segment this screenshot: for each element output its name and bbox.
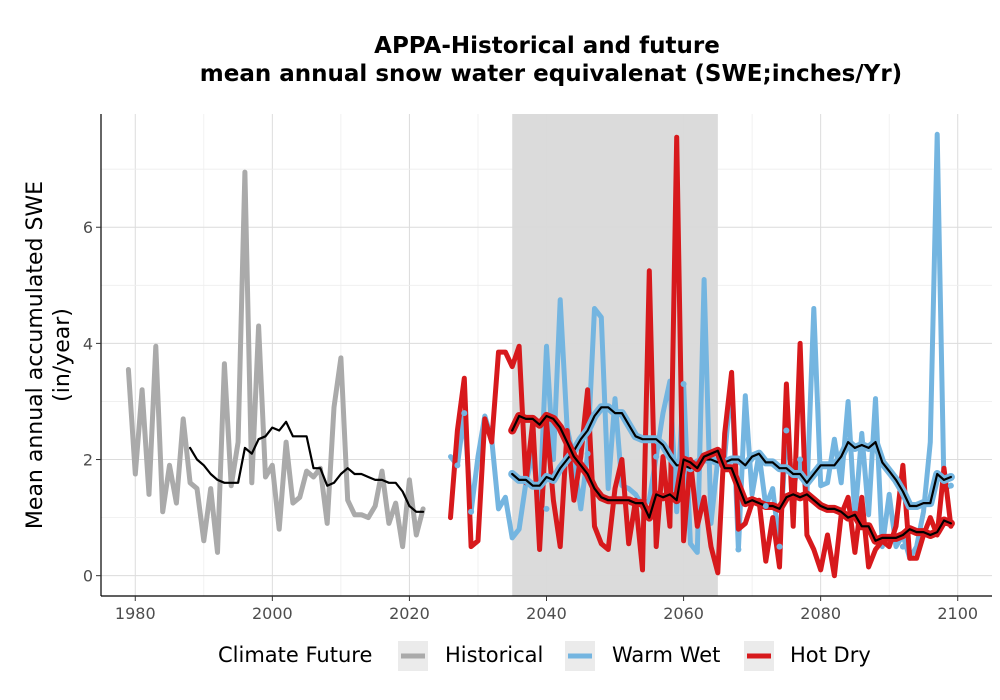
x-axis-ticks: 1980 2000 2020 2040 2060 2080 2100 — [115, 596, 978, 623]
point-warm-wet-5 — [653, 453, 660, 460]
point-warm-wet-10 — [783, 427, 790, 434]
series-line-historical — [125, 169, 426, 555]
x-tick-label-2020: 2020 — [389, 604, 430, 623]
point-warm-wet-2 — [468, 508, 475, 515]
point-warm-wet-12 — [899, 543, 906, 550]
series-line-hot-dry-smooth — [511, 414, 953, 542]
point-warm-wet-3 — [543, 505, 550, 512]
legend: Climate Future Historical Warm Wet Hot D… — [218, 641, 871, 671]
legend-label-historical: Historical — [445, 643, 543, 667]
points-layer — [454, 381, 954, 553]
point-warm-wet-8 — [762, 502, 769, 509]
chart-title-line-1: APPA-Historical and future — [374, 33, 720, 59]
y-tick-label-4: 4 — [83, 334, 93, 353]
legend-label-warm-wet: Warm Wet — [612, 643, 720, 667]
point-warm-wet-9 — [776, 543, 783, 550]
point-warm-wet-7 — [735, 546, 742, 553]
x-tick-label-1980: 1980 — [115, 604, 156, 623]
x-tick-label-2040: 2040 — [526, 604, 567, 623]
x-tick-label-2100: 2100 — [937, 604, 978, 623]
y-axis-ticks: 0 2 4 6 — [83, 218, 101, 586]
point-warm-wet-6 — [680, 381, 687, 388]
y-tick-label-6: 6 — [83, 218, 93, 237]
series-line-historical-smooth — [189, 420, 425, 513]
x-tick-label-2080: 2080 — [800, 604, 841, 623]
y-axis-title-line-2: (in/year) — [50, 308, 75, 402]
series-line-hot-dry — [448, 134, 954, 579]
x-tick-label-2000: 2000 — [252, 604, 293, 623]
series-line-warm-wet-smooth — [511, 406, 953, 508]
x-tick-label-2060: 2060 — [663, 604, 704, 623]
legend-label-hot-dry: Hot Dry — [790, 643, 871, 667]
y-tick-label-0: 0 — [83, 567, 93, 586]
y-axis-title-line-1: Mean annual accumulated SWE — [23, 181, 48, 529]
point-warm-wet-11 — [797, 456, 804, 463]
point-warm-wet-13 — [947, 482, 954, 489]
chart-title-line-2: mean annual snow water equivalenat (SWE;… — [200, 61, 902, 87]
series-layer — [125, 131, 955, 579]
y-tick-label-2: 2 — [83, 451, 93, 470]
legend-title: Climate Future — [218, 643, 372, 667]
point-warm-wet-1 — [461, 410, 468, 417]
point-warm-wet-0 — [454, 462, 461, 469]
point-warm-wet-4 — [584, 450, 591, 457]
